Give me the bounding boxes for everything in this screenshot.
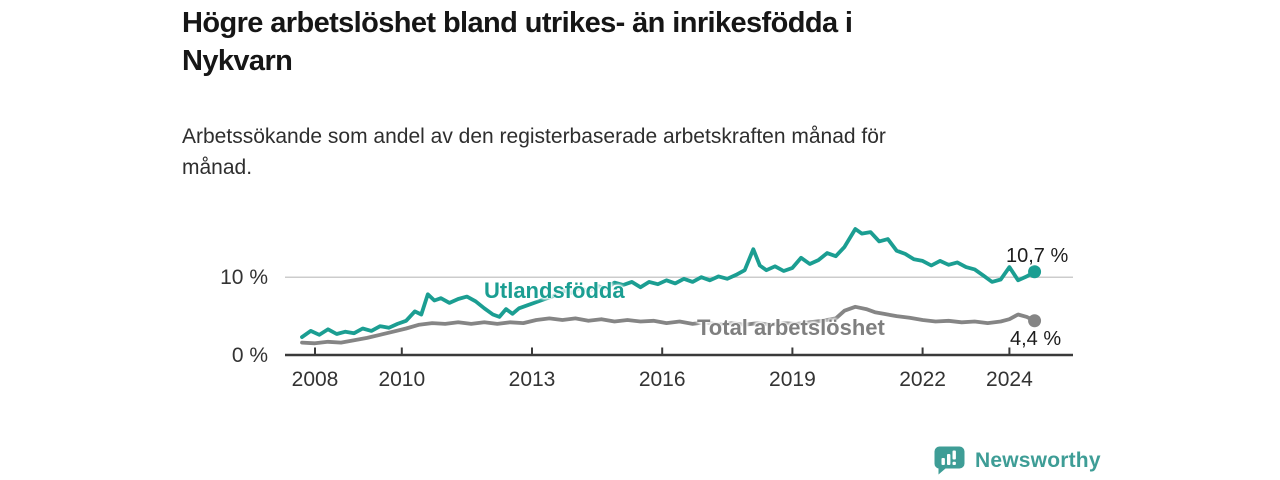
end-value-label-utlandsfodda: 10,7 % <box>1006 245 1069 267</box>
bar-chart-speech-bubble-icon <box>934 446 965 475</box>
newsworthy-logo-text: Newsworthy <box>975 449 1101 472</box>
series-label-utlandsfodda: Utlandsfödda <box>484 278 625 303</box>
chart-subtitle-line1: Arbetssökande som andel av den registerb… <box>182 125 886 148</box>
y-axis-label-0: 0 % <box>232 344 268 367</box>
end-value-label-total: 4,4 % <box>1010 328 1062 350</box>
x-axis-label-2010: 2010 <box>378 368 425 391</box>
chart-title: Högre arbetslöshet bland utrikes- än inr… <box>182 4 853 80</box>
end-dot-series-1 <box>1028 314 1042 328</box>
chart-title-line1: Högre arbetslöshet bland utrikes- än inr… <box>182 7 853 39</box>
x-axis-label-2013: 2013 <box>509 368 556 391</box>
x-axis-label-2024: 2024 <box>986 368 1033 391</box>
bar-1 <box>941 458 945 465</box>
line-series-1 <box>300 304 1037 346</box>
chart-subtitle-line2: månad. <box>182 156 253 179</box>
bar-2 <box>947 454 951 465</box>
end-dot-series-0 <box>1028 265 1042 279</box>
x-axis-label-2008: 2008 <box>292 368 339 391</box>
x-axis-label-2019: 2019 <box>769 368 816 391</box>
line-series-0 <box>300 227 1037 340</box>
series-label-total-arbetsloshet: Total arbetslöshet <box>697 315 885 340</box>
exclamation-bar <box>952 450 956 460</box>
newsworthy-branding: Newsworthy <box>933 445 1101 477</box>
chart-title-line2: Nykvarn <box>182 45 293 77</box>
x-axis-label-2016: 2016 <box>639 368 686 391</box>
exclamation-dot <box>952 461 956 465</box>
x-axis-label-2022: 2022 <box>899 368 946 391</box>
chart-subtitle: Arbetssökande som andel av den registerb… <box>182 121 886 183</box>
y-axis-label-10: 10 % <box>220 266 268 289</box>
